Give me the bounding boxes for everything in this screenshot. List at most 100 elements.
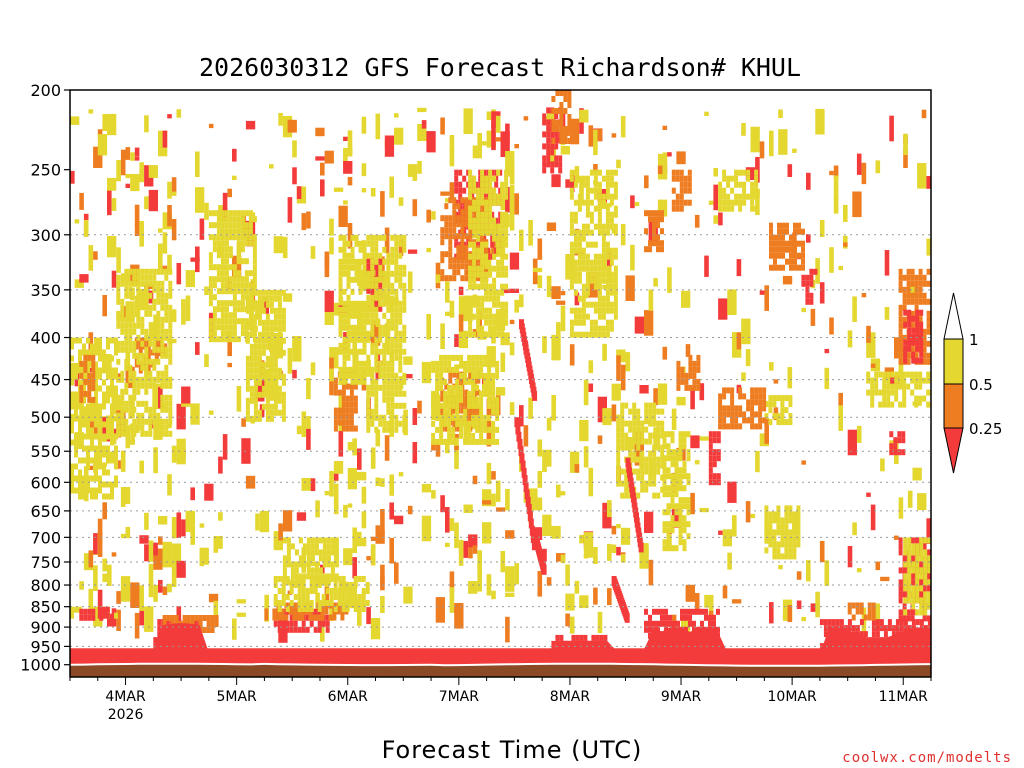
ri-cell xyxy=(252,318,257,325)
ri-cell xyxy=(116,160,121,182)
ri-cell xyxy=(680,378,685,385)
ri-cell xyxy=(910,292,915,299)
ri-cell xyxy=(780,413,785,420)
ri-cell xyxy=(452,263,457,270)
ri-cell xyxy=(472,265,477,272)
ri-cell xyxy=(769,252,773,259)
ri-cell xyxy=(386,282,391,289)
ri-cell xyxy=(338,234,343,241)
ri-cell xyxy=(581,331,586,338)
ri-cell xyxy=(882,389,887,396)
ri-cell xyxy=(492,199,497,206)
ri-cell xyxy=(625,367,631,372)
ri-cell xyxy=(683,187,688,194)
ri-cell xyxy=(801,228,805,235)
ri-cell xyxy=(696,360,701,367)
ri-streak-cell xyxy=(638,542,644,553)
ri-cell xyxy=(563,90,568,96)
ri-cell xyxy=(382,288,387,295)
ri-cell xyxy=(460,221,465,228)
ri-cell xyxy=(484,277,489,284)
ri-cell xyxy=(917,163,927,189)
ri-cell xyxy=(644,246,648,253)
ri-cell xyxy=(895,619,900,626)
ri-cell xyxy=(504,301,509,308)
ri-cell xyxy=(164,418,169,425)
ri-cell xyxy=(479,414,484,421)
ri-cell xyxy=(228,330,233,337)
ri-cell xyxy=(402,246,407,253)
ri-cell xyxy=(285,620,290,627)
ri-cell xyxy=(907,579,912,586)
ri-cell xyxy=(354,300,359,307)
ri-cell xyxy=(514,563,519,585)
ri-cell xyxy=(542,449,552,467)
ri-cell xyxy=(220,300,225,307)
ri-cell xyxy=(632,450,637,457)
ri-cell xyxy=(236,276,241,283)
ri-cell xyxy=(468,319,473,326)
ri-cell xyxy=(120,376,125,383)
ri-cell xyxy=(593,265,598,272)
ri-cell xyxy=(106,421,110,428)
ri-cell xyxy=(98,439,102,446)
ri-cell xyxy=(492,325,497,332)
ri-cell xyxy=(734,169,739,176)
ri-cell xyxy=(269,403,274,410)
ri-cell xyxy=(480,325,485,332)
ri-cell xyxy=(132,322,137,329)
ri-cell xyxy=(656,444,661,451)
ri-cell xyxy=(324,608,329,615)
ri-cell xyxy=(718,393,723,400)
ri-cell xyxy=(679,205,684,212)
ri-cell xyxy=(463,295,473,322)
ri-cell xyxy=(788,401,793,408)
ri-cell xyxy=(460,251,465,258)
ri-cell xyxy=(616,456,621,463)
ri-cell xyxy=(559,132,564,138)
ri-cell xyxy=(144,346,149,353)
ri-cell xyxy=(265,319,270,326)
ri-cell xyxy=(148,382,153,389)
ri-cell xyxy=(82,373,86,380)
ri-cell xyxy=(140,364,145,371)
ri-cell xyxy=(245,379,250,386)
ri-cell xyxy=(378,360,383,367)
ri-cell xyxy=(859,631,864,638)
ri-cell xyxy=(452,269,457,276)
ri-cell xyxy=(696,366,701,373)
ri-cell xyxy=(261,307,266,314)
ri-cell xyxy=(585,283,590,290)
ri-cell xyxy=(788,413,793,420)
ri-cell xyxy=(452,275,457,282)
ri-cell xyxy=(353,600,358,606)
ri-cell xyxy=(79,608,84,615)
ri-cell xyxy=(597,193,602,200)
ri-cell xyxy=(281,337,286,344)
ri-cell xyxy=(90,403,94,410)
ri-cell xyxy=(593,547,598,564)
ri-cell xyxy=(656,420,661,427)
ri-cell xyxy=(809,298,814,305)
ri-cell xyxy=(463,372,468,379)
ri-cell xyxy=(496,313,501,320)
ri-cell xyxy=(589,187,594,194)
ri-cell xyxy=(176,403,186,430)
ri-cell xyxy=(644,402,649,409)
ri-cell xyxy=(378,270,383,277)
ri-cell xyxy=(98,481,102,488)
ri-cell xyxy=(358,270,363,277)
ri-cell xyxy=(573,313,578,320)
ri-cell xyxy=(922,334,927,341)
ri-cell xyxy=(685,344,691,357)
ri-cell xyxy=(801,460,806,465)
ri-cell xyxy=(640,474,645,481)
ri-cell xyxy=(467,438,472,445)
ri-cell xyxy=(554,131,559,138)
ri-cell xyxy=(347,223,353,249)
ri-cell xyxy=(272,614,277,621)
ri-cell xyxy=(212,330,217,337)
ri-cell xyxy=(342,354,347,361)
ri-cell xyxy=(374,384,379,391)
ri-cell xyxy=(216,264,221,271)
